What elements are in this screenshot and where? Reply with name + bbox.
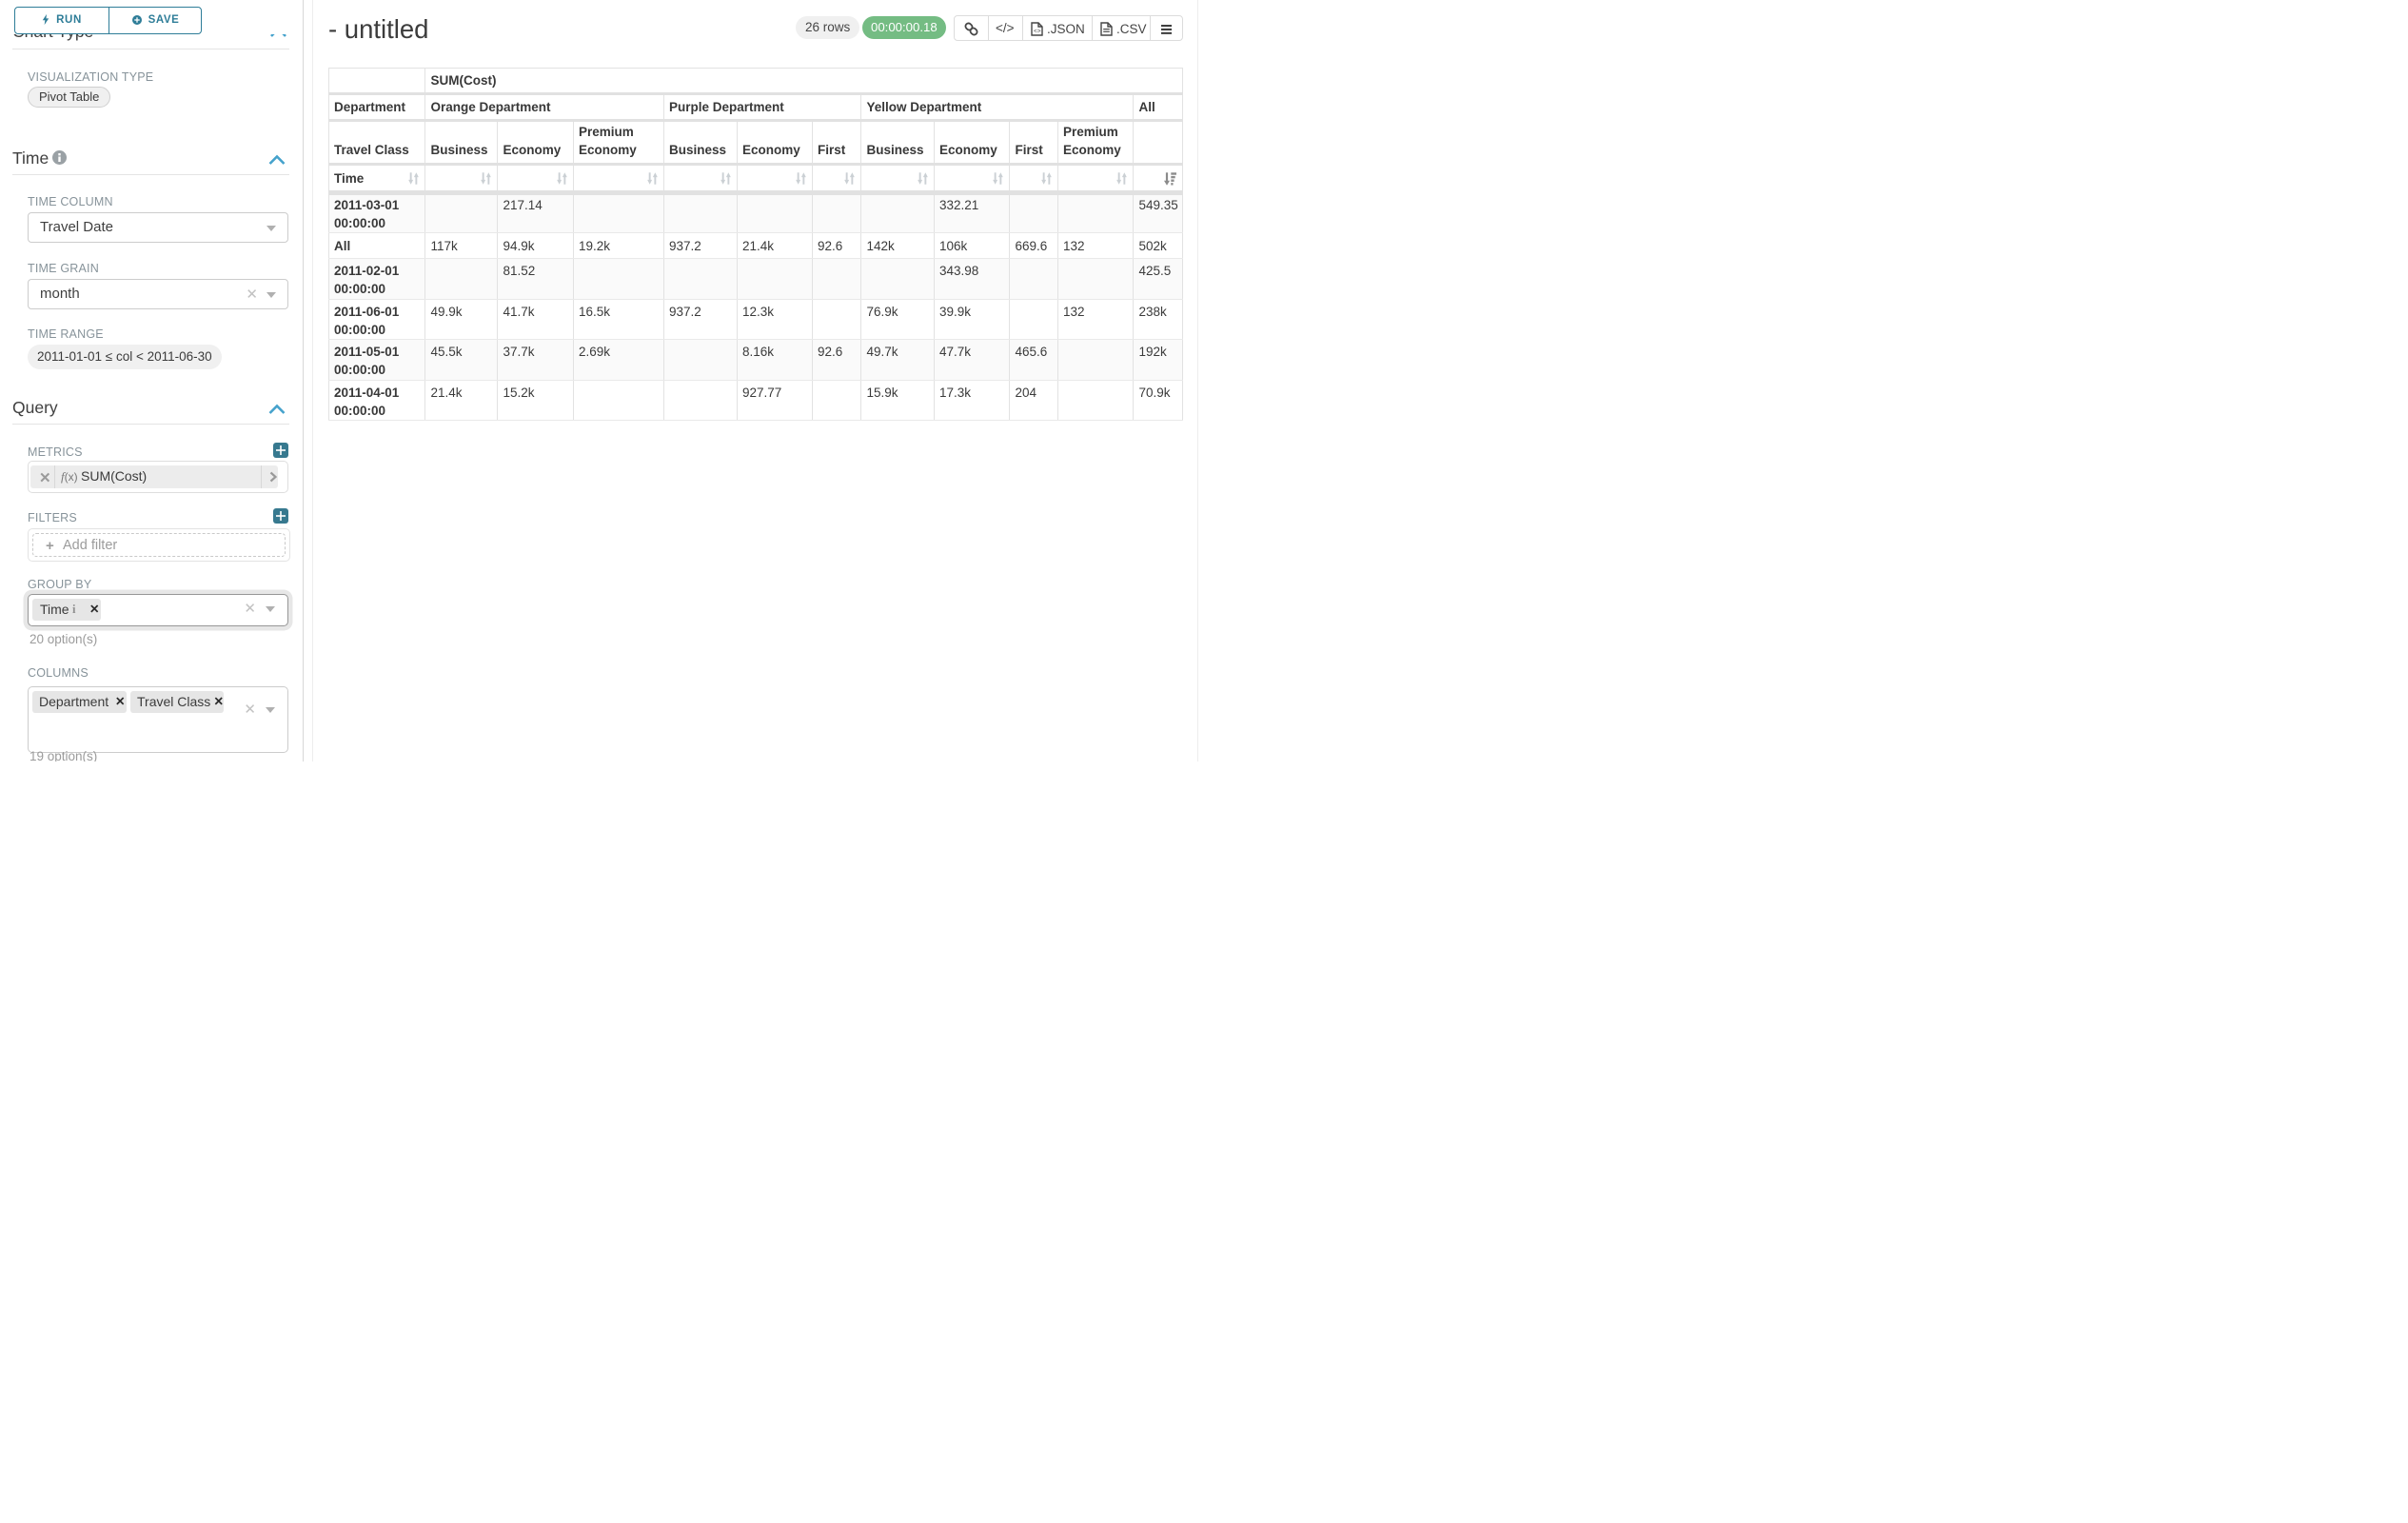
svg-text:<>: <> — [1034, 29, 1041, 35]
